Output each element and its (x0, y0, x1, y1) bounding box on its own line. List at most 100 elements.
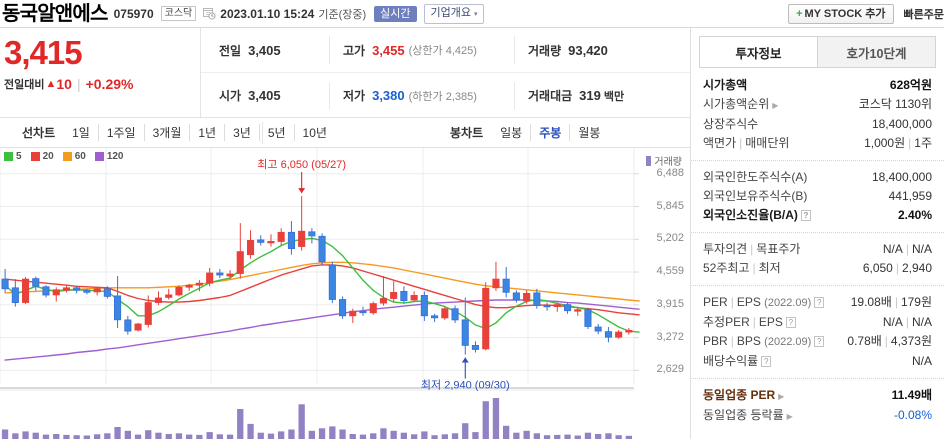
label-part: 52주최고 (703, 261, 750, 275)
quote-basis: 기준(장중) (318, 8, 367, 21)
label-part: 목표주가 (756, 242, 801, 256)
label-part: 상장주식수 (703, 117, 759, 131)
investment-info-panel: 투자정보 호가10단계 시가총액 628억원 시가총액순위 ▶ 코스닥 1130위 상장주… (690, 28, 944, 439)
label-part: 추정PER (703, 315, 750, 329)
divider: | (908, 136, 912, 150)
candlestick-svg: 최고 6,050 (05/27) 최저 2,940 (09/30) (0, 148, 640, 439)
ma60-swatch (62, 152, 72, 161)
info-section: 외국인한도주식수(A) 18,400,000 외국인보유주식수(B) 441,959 외… (691, 160, 944, 232)
legend-ma5: 5 (4, 151, 22, 162)
table-row: 전일 3,405 고가 3,455 (상한가 4,425) 거래량 93,420 (201, 28, 690, 73)
left-pane: 3,415 전일대비 ▲ 10 | +0.29% 전일 3,405 고가 (0, 28, 690, 439)
price-change-percent: +0.29% (85, 76, 134, 92)
info-row-value: 18,400,000 (872, 168, 932, 187)
info-row: 상장주식수 18,400,000 (703, 115, 932, 134)
tab-orderbook[interactable]: 호가10단계 (817, 36, 936, 68)
tab-investment-info[interactable]: 투자정보 (699, 36, 817, 68)
market-badge: 코스닥 (160, 6, 197, 21)
price-chart[interactable]: 5 20 60 120 최고 6,050 (05/27) 최저 2,940 (09… (0, 148, 690, 439)
add-mystock-button[interactable]: + MY STOCK 추가 (788, 3, 894, 24)
help-icon[interactable]: ? (785, 317, 796, 328)
chevron-right-icon[interactable]: ▶ (772, 101, 779, 110)
info-row-value: 2.40% (898, 206, 932, 225)
tab-line-10y[interactable]: 10년 (293, 124, 335, 141)
period-label: (2022.09) (764, 336, 812, 348)
realtime-toggle[interactable]: 실시간 (374, 5, 417, 22)
tab-line-1w[interactable]: 1주일 (97, 124, 144, 141)
info-row-value: 1,000원 | 1주 (864, 134, 932, 153)
table-row: 시가 3,405 저가 3,380 (하한가 2,385) 거래대금 319 백… (201, 73, 690, 118)
info-section: 투자의견 | 목표주가 N/A | N/A 52주최고 | 최저 6,050 | 2,940 (691, 232, 944, 285)
high-price-value: 3,455 (372, 42, 405, 58)
svg-text:최저 2,940 (09/30): 최저 2,940 (09/30) (421, 379, 510, 392)
divider: | (752, 261, 756, 275)
info-row: PBR | BPS (2022.09)? 0.78배 | 4,373원 (703, 332, 932, 352)
divider (262, 122, 263, 144)
candle-chart-group: 봉차트 일봉 주봉 월봉 (450, 124, 608, 141)
quick-order-link[interactable]: 빠른주문 (903, 8, 944, 21)
label-part: 시가총액순위 (703, 97, 770, 111)
volume-legend-label: 거래량 (654, 157, 682, 168)
info-row: 액면가 | 매매단위 1,000원 | 1주 (703, 134, 932, 153)
price-summary: 3,415 전일대비 ▲ 10 | +0.29% 전일 3,405 고가 (0, 28, 690, 118)
value-part: 4,373원 (890, 334, 932, 348)
label-part: 시가총액 (703, 78, 748, 92)
tab-candle-daily[interactable]: 일봉 (500, 126, 523, 140)
info-row-value: 628억원 (890, 76, 932, 95)
chevron-down-icon: ▾ (474, 10, 478, 18)
value-part: 179원 (900, 295, 932, 309)
tab-line-1y[interactable]: 1년 (189, 124, 224, 141)
clock-icon (203, 7, 216, 20)
tab-candle-monthly[interactable]: 월봉 (569, 124, 608, 141)
label-part: 동일업종 등락률 (703, 408, 784, 422)
tab-line-3y[interactable]: 3년 (224, 124, 259, 141)
info-row-label: 투자의견 | 목표주가 (703, 240, 800, 259)
value-part: 1,000원 (864, 136, 906, 150)
volume-legend: 거래량 (646, 153, 682, 168)
legend-ma120: 120 (94, 151, 124, 162)
info-row: 52주최고 | 최저 6,050 | 2,940 (703, 259, 932, 278)
label-part: 동일업종 PER (703, 388, 776, 402)
tab-candle-weekly[interactable]: 주봉 (530, 124, 569, 141)
quote-timestamp: 2023.01.10 15:24 (220, 6, 315, 21)
info-row-label: PBR | BPS (2022.09)? (703, 332, 825, 352)
tab-line-1d[interactable]: 1일 (72, 126, 90, 140)
info-row-value: 441,959 (889, 187, 932, 206)
info-row: PER | EPS (2022.09)? 19.08배 | 179원 (703, 293, 932, 313)
line-chart-group: 선차트 1일 1주일 3개월 1년 3년 5년 10년 (22, 124, 335, 141)
y-axis-tick: 5,845 (656, 199, 684, 212)
tab-line-3m[interactable]: 3개월 (143, 124, 190, 141)
svg-text:최고 6,050 (05/27): 최고 6,050 (05/27) (257, 158, 346, 171)
ma5-swatch (4, 152, 13, 161)
value-part: 18,400,000 (871, 117, 932, 131)
info-row-label: 시가총액순위 ▶ (703, 95, 778, 115)
info-row: 시가총액 628억원 (703, 76, 932, 95)
label-part: EPS (758, 315, 783, 329)
tab-line-5y[interactable]: 5년 (258, 124, 294, 141)
divider: | (895, 261, 899, 275)
tab-underline (699, 67, 936, 68)
info-row-label: 52주최고 | 최저 (703, 259, 781, 278)
help-icon[interactable]: ? (814, 336, 825, 347)
y-axis-labels: 6,488 5,845 5,202 4,559 3,915 3,272 2,629 (634, 148, 690, 439)
info-row-label: 시가총액 (703, 76, 747, 95)
chevron-right-icon[interactable]: ▶ (778, 392, 785, 401)
open-price-label: 시가 (219, 89, 242, 103)
info-row-value: 19.08배 | 179원 (851, 293, 932, 312)
help-icon[interactable]: ? (800, 210, 811, 221)
help-icon[interactable]: ? (814, 297, 825, 308)
help-icon[interactable]: ? (761, 356, 772, 367)
low-price-label: 저가 (343, 89, 366, 103)
label-part: 외국인소진율(B/A) (703, 208, 798, 222)
label-part: 투자의견 (703, 242, 748, 256)
open-price-cell: 시가 3,405 (201, 87, 329, 104)
stock-code: 075970 (113, 6, 154, 21)
info-row: 시가총액순위 ▶ 코스닥 1130위 (703, 95, 932, 115)
info-row-label: 액면가 | 매매단위 (703, 134, 789, 153)
label-part: 외국인보유주식수(B) (703, 189, 808, 203)
company-summary-button[interactable]: 기업개요 ▾ (423, 3, 484, 24)
prev-close-label: 전일 (219, 43, 242, 58)
chevron-right-icon[interactable]: ▶ (786, 412, 793, 421)
